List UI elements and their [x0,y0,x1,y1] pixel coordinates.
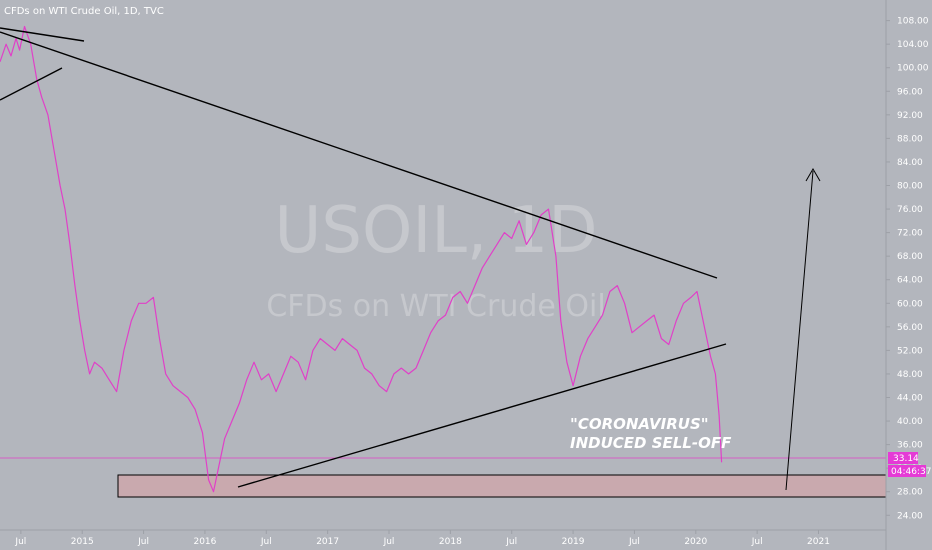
time-tick-label: 2020 [684,537,707,547]
time-tick-label: 2019 [562,537,585,547]
time-tick-label: Jul [628,537,640,547]
price-tick-label: 44.00 [897,394,923,404]
countdown-label: 04:46:37 [891,467,931,477]
time-axis[interactable]: Jul 2015 Jul 2016 Jul 2017 Jul 2018 Jul 2019 Jul 20… [14,530,830,547]
lower-trendline[interactable] [237,343,727,488]
time-tick-label: 2015 [71,537,94,547]
price-tick-label: 40.00 [897,417,923,427]
price-tick-label: 88.00 [897,134,923,144]
price-tick-label: 84.00 [897,158,923,168]
price-tick-label: 24.00 [897,511,923,521]
price-axis[interactable]: 24.0028.0032.0036.0040.0044.0048.0052.00… [886,17,929,522]
price-tick-label: 104.00 [897,40,929,50]
price-tick-label: 76.00 [897,205,923,215]
upper-trendline[interactable] [0,31,718,279]
time-tick-label: 2018 [439,537,462,547]
price-tick-label: 92.00 [897,111,923,121]
time-tick-label: 2016 [193,537,216,547]
price-tick-label: 28.00 [897,488,923,498]
price-tick-label: 52.00 [897,346,923,356]
time-tick-label: Jul [260,537,272,547]
price-tick-label: 96.00 [897,87,923,97]
price-tick-label: 60.00 [897,299,923,309]
time-tick-label: Jul [383,537,395,547]
time-tick-label: 2017 [316,537,339,547]
annotation-line-2: INDUCED SELL-OFF [570,434,732,452]
time-tick-label: Jul [751,537,763,547]
projection-arrow-line[interactable] [785,170,814,491]
chart-header-title: CFDs on WTI Crude Oil, 1D, TVC [4,6,164,17]
price-tick-label: 48.00 [897,370,923,380]
time-tick-label: Jul [505,537,517,547]
time-tick-label: Jul [14,537,26,547]
watermark-name: CFDs on WTI Crude Oil [266,289,605,324]
price-tick-label: 72.00 [897,229,923,239]
countdown-badge [888,465,926,477]
support-zone[interactable] [117,474,887,498]
price-tick-label: 80.00 [897,182,923,192]
last-price-badge [888,452,918,464]
price-tick-label: 108.00 [897,17,929,27]
lower-left-trendline[interactable] [0,67,63,101]
last-price-label: 33.14 [893,454,919,464]
price-line [0,25,723,493]
time-tick-label: 2021 [807,537,830,547]
annotation-line-1: "CORONAVIRUS" [570,415,709,433]
price-series [0,25,723,493]
price-tick-label: 36.00 [897,441,923,451]
time-tick-label: Jul [137,537,149,547]
price-tick-label: 56.00 [897,323,923,333]
watermark-symbol: USOIL, 1D [274,194,597,268]
price-tick-label: 68.00 [897,252,923,262]
price-tick-label: 64.00 [897,276,923,286]
price-tick-label: 100.00 [897,64,929,74]
arrow-head-icon [805,168,821,182]
top-channel-line[interactable] [0,27,85,42]
